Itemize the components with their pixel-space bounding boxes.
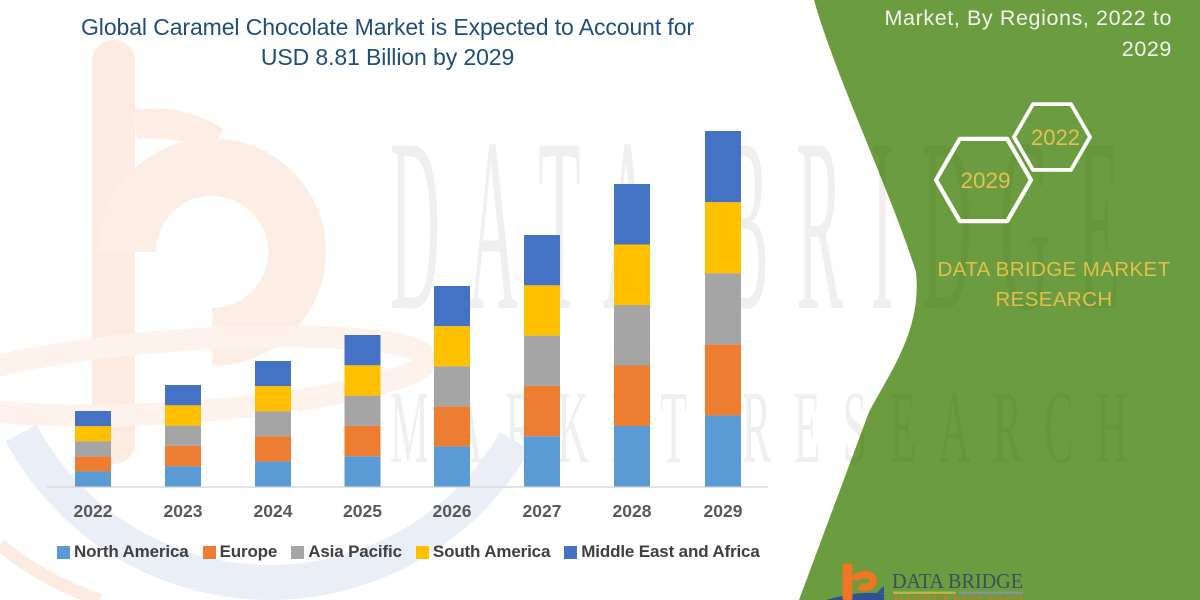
svg-text:DATA BRIDGE: DATA BRIDGE bbox=[892, 569, 1023, 593]
